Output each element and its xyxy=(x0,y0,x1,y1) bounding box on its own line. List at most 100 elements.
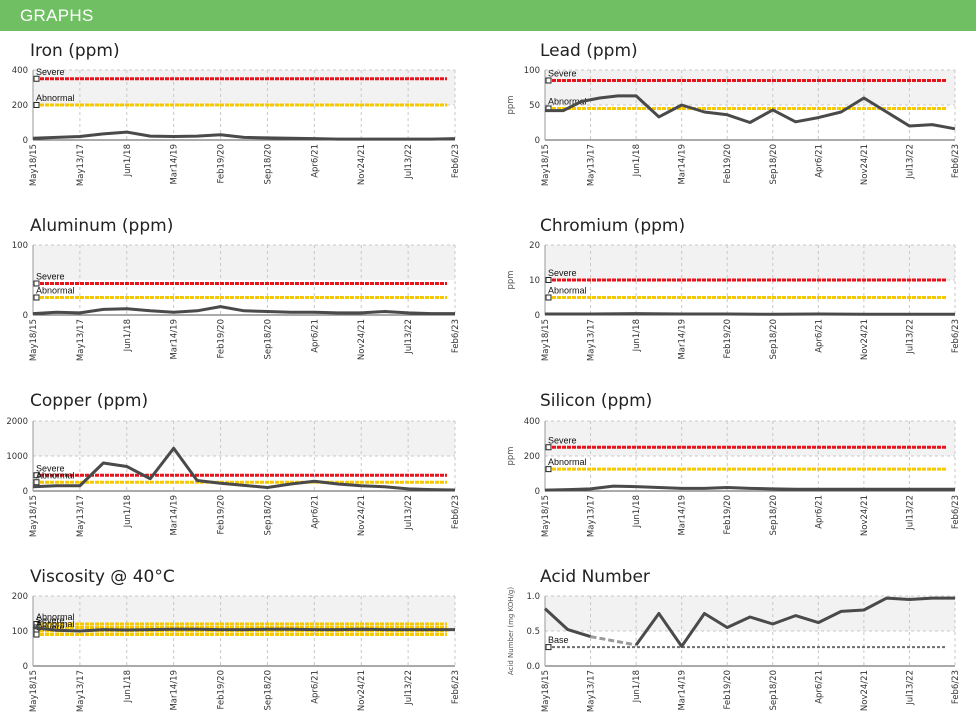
silicon-y-axis-label: ppm xyxy=(506,446,516,465)
lead-chart: 0 50 100 ppm May18/15 May13/17 Jun1/18 Mar14/19… xyxy=(506,66,961,186)
aluminum-chart: 0 100 May18/15 May13/17 Jun1/18 Mar14/19 Feb19… xyxy=(12,241,461,361)
lead-ref-marker xyxy=(545,77,552,84)
silicon-x-tick-label: May18/15 xyxy=(541,495,551,537)
viscosity-x-tick-label: Sep18/20 xyxy=(263,670,273,711)
iron-x-tick-label: Mar14/19 xyxy=(170,144,180,185)
aluminum-ref-marker xyxy=(33,294,40,301)
iron-x-tick-label: Jun1/18 xyxy=(123,144,133,177)
iron-chart: 0 200 400 May18/15 May13/17 Jun1/18 Mar14/19 Fe… xyxy=(12,66,461,186)
silicon-chart-title: Silicon (ppm) xyxy=(540,391,653,411)
viscosity-ref-label-abnormal: Abnormal xyxy=(36,619,75,629)
iron-series-line xyxy=(32,130,456,141)
lead-x-tick-label: May13/17 xyxy=(587,144,597,186)
silicon-x-tick-label: Sep18/20 xyxy=(769,495,779,536)
lead-x-tick-label: Feb6/23 xyxy=(951,144,961,178)
lead-chart-title: Lead (ppm) xyxy=(540,41,638,61)
viscosity-y-tick-label: 100 xyxy=(12,627,28,637)
copper-x-tick-label: Jun1/18 xyxy=(123,495,133,528)
iron-x-tick-label: Feb6/23 xyxy=(451,144,461,178)
aluminum-x-tick-label: Jun1/18 xyxy=(123,319,133,352)
silicon-x-tick-label: May13/17 xyxy=(587,495,597,537)
silicon-x-tick-label: Jun1/18 xyxy=(632,495,642,528)
chromium-ref-marker xyxy=(545,294,552,301)
chromium-y-tick-label: 0 xyxy=(535,311,540,321)
silicon-chart: 0 200 400 ppm May18/15 May13/17 Jun1/18 Mar14/1… xyxy=(506,417,961,537)
acid-chart-title: Acid Number xyxy=(540,567,650,587)
silicon-ref-label-abnormal: Abnormal xyxy=(548,457,587,467)
acid-x-tick-label: Feb6/23 xyxy=(951,670,961,704)
acid-x-tick-label: Jul13/22 xyxy=(905,670,915,706)
iron-y-tick-label: 200 xyxy=(12,101,28,111)
aluminum-ref-label-abnormal: Abnormal xyxy=(36,286,75,296)
chromium-ref-label-abnormal: Abnormal xyxy=(548,286,587,296)
silicon-y-tick-label: 0 xyxy=(535,487,540,497)
copper-x-tick-label: Jul13/22 xyxy=(404,495,414,531)
acid-y-tick-label: 0.0 xyxy=(526,662,540,672)
copper-y-tick-label: 1000 xyxy=(6,452,28,462)
chromium-chart: 0 10 20 ppm May18/15 May13/17 Jun1/18 Mar14/19 F… xyxy=(506,241,961,361)
iron-band xyxy=(33,70,455,105)
viscosity-x-tick-label: May13/17 xyxy=(76,670,86,712)
iron-x-tick-label: Jul13/22 xyxy=(404,144,414,180)
viscosity-y-tick-label: 200 xyxy=(12,592,28,602)
lead-y-tick-label: 0 xyxy=(535,136,540,146)
lead-band xyxy=(545,70,955,105)
acid-y-tick-label: 0.5 xyxy=(526,627,540,637)
viscosity-ref-marker xyxy=(33,631,40,638)
silicon-y-tick-label: 200 xyxy=(524,452,540,462)
aluminum-x-tick-label: Jul13/22 xyxy=(404,319,414,355)
chromium-x-tick-label: Feb6/23 xyxy=(951,319,961,353)
acid-x-tick-label: Apr6/21 xyxy=(814,670,824,704)
viscosity-x-tick-label: Feb6/23 xyxy=(451,670,461,704)
lead-ref-label-abnormal: Abnormal xyxy=(548,97,587,107)
viscosity-x-tick-label: Jun1/18 xyxy=(123,670,133,703)
copper-y-tick-label: 2000 xyxy=(6,417,28,427)
iron-y-tick-label: 400 xyxy=(12,66,28,76)
aluminum-ref-marker xyxy=(33,280,40,287)
lead-x-tick-label: May18/15 xyxy=(541,144,551,186)
copper-chart: 0 1000 2000 May18/15 May13/17 Jun1/18 Mar14/19… xyxy=(6,417,461,537)
viscosity-ref-label-severe: Severe xyxy=(36,623,65,633)
viscosity-chart-title: Viscosity @ 40°C xyxy=(30,567,175,587)
chromium-y-axis-label: ppm xyxy=(506,270,516,289)
aluminum-x-tick-label: Nov24/21 xyxy=(357,319,367,360)
aluminum-x-tick-label: Apr6/21 xyxy=(310,319,320,353)
viscosity-ref-label-severe: Severe xyxy=(36,616,65,626)
iron-x-tick-label: Nov24/21 xyxy=(357,144,367,185)
chromium-x-tick-label: Mar14/19 xyxy=(678,319,688,360)
chromium-series-line xyxy=(545,312,955,316)
iron-x-tick-label: Feb19/20 xyxy=(217,144,227,184)
silicon-x-tick-label: Feb19/20 xyxy=(723,495,733,535)
lead-y-tick-label: 50 xyxy=(529,101,540,111)
chromium-x-tick-label: May13/17 xyxy=(587,319,597,361)
chromium-ref-marker xyxy=(545,277,552,283)
viscosity-band xyxy=(33,596,455,631)
silicon-x-tick-label: Nov24/21 xyxy=(860,495,870,536)
aluminum-x-tick-label: May18/15 xyxy=(29,319,39,361)
silicon-x-tick-label: Jul13/22 xyxy=(905,495,915,531)
viscosity-series-line xyxy=(32,626,455,633)
chromium-x-tick-label: Jun1/18 xyxy=(632,319,642,352)
chromium-x-tick-label: May18/15 xyxy=(541,319,551,361)
silicon-y-tick-label: 400 xyxy=(524,417,540,427)
viscosity-x-tick-label: Feb19/20 xyxy=(217,670,227,710)
iron-ref-label-abnormal: Abnormal xyxy=(36,93,75,103)
chromium-ref-label-severe: Severe xyxy=(548,268,577,278)
acid-series-line xyxy=(590,635,637,647)
iron-y-tick-label: 0 xyxy=(23,136,28,146)
iron-chart-title: Iron (ppm) xyxy=(30,41,120,61)
graphs-header-title: GRAPHS xyxy=(20,6,94,25)
silicon-ref-marker xyxy=(545,466,552,473)
viscosity-x-tick-label: May18/15 xyxy=(29,670,39,712)
acid-ref-label-base: Base xyxy=(548,635,569,645)
iron-x-tick-label: May13/17 xyxy=(76,144,86,186)
copper-series-line xyxy=(32,446,456,492)
lead-x-tick-label: Mar14/19 xyxy=(678,144,688,185)
acid-series-line xyxy=(634,596,955,648)
viscosity-x-tick-label: Jul13/22 xyxy=(404,670,414,706)
acid-series-line xyxy=(543,607,591,639)
aluminum-series-line xyxy=(32,305,455,316)
lead-x-tick-label: Sep18/20 xyxy=(769,144,779,185)
acid-x-tick-label: Jun1/18 xyxy=(632,670,642,703)
acid-chart: 0.0 0.5 1.0 Acid Number (mg KOH/g) May18/15 M… xyxy=(507,587,961,712)
